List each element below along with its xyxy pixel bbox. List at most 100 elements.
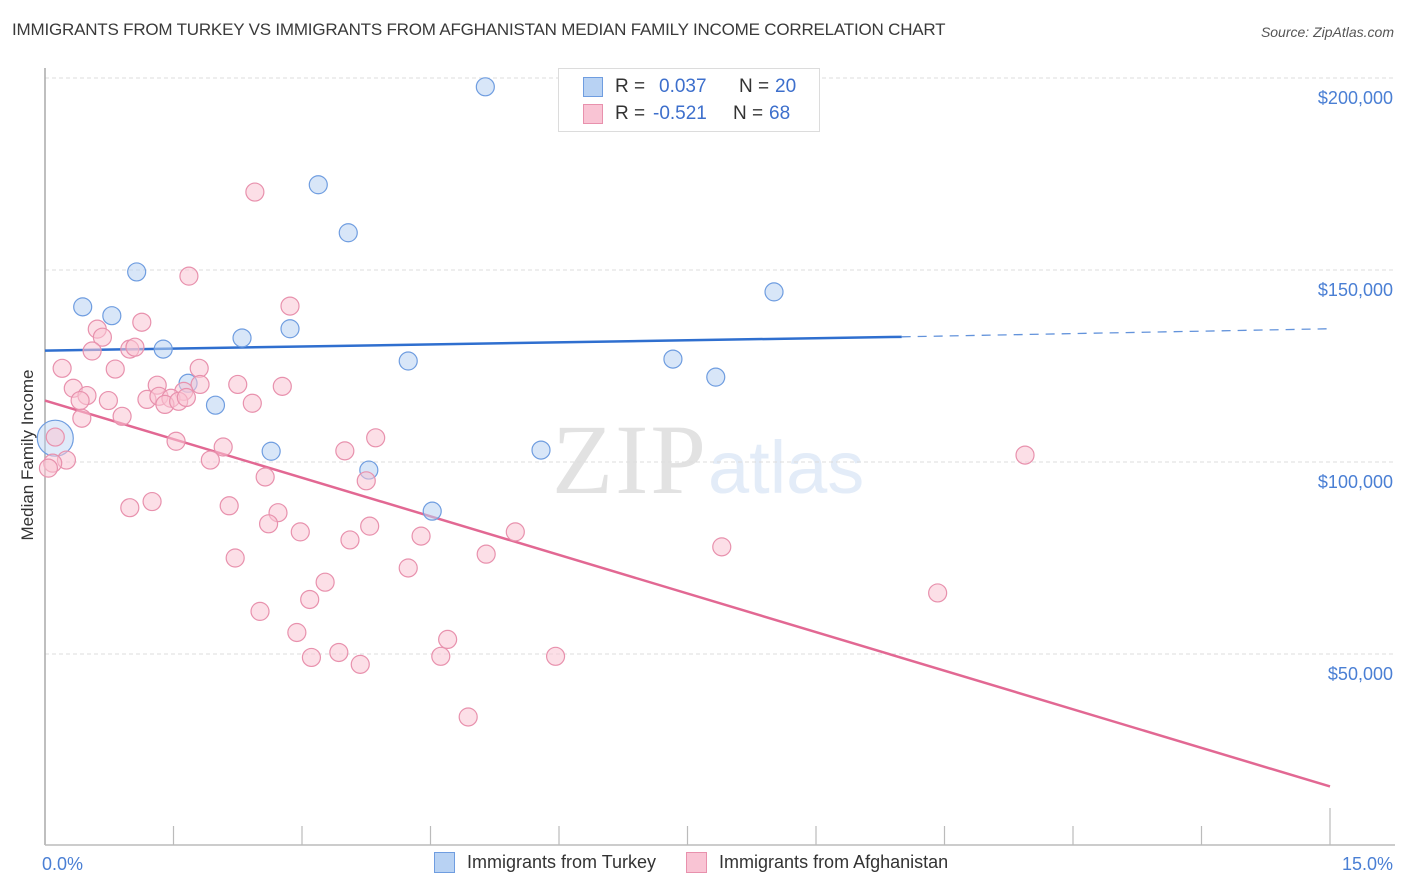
axes <box>44 68 1395 846</box>
y-tick-label: $100,000 <box>1318 472 1393 492</box>
stats-row-turkey: R = 0.037 N = 20 <box>583 75 796 99</box>
afghanistan-point <box>45 427 65 447</box>
afghanistan-point <box>52 358 72 378</box>
r-value: -0.521 <box>653 103 707 124</box>
legend-item-afghanistan[interactable]: Immigrants from Afghanistan <box>686 852 948 873</box>
data-points <box>36 77 1035 727</box>
afghanistan-point <box>928 583 948 603</box>
source-label: Source: ZipAtlas.com <box>1260 24 1394 40</box>
turkey-point <box>422 501 442 521</box>
n-value: 68 <box>769 103 791 124</box>
watermark: ZIPatlas <box>552 402 864 517</box>
afghanistan-point <box>329 642 349 663</box>
afghanistan-point <box>219 496 239 516</box>
n-label: N = <box>733 103 764 124</box>
turkey-point <box>102 306 122 326</box>
afghanistan-point <box>287 622 307 643</box>
afghanistan-legend-swatch <box>686 852 708 873</box>
turkey-point <box>663 349 683 369</box>
afghanistan-point <box>245 182 265 202</box>
afghanistan-point <box>398 558 418 578</box>
turkey-point <box>73 297 93 317</box>
r-value: 0.037 <box>659 76 707 97</box>
r-label: R = <box>615 103 646 124</box>
afghanistan-point <box>505 522 525 542</box>
afghanistan-point <box>1015 445 1035 465</box>
turkey-point <box>531 440 551 460</box>
chart-title: IMMIGRANTS FROM TURKEY VS IMMIGRANTS FRO… <box>12 20 946 39</box>
watermark-zip: ZIP <box>552 404 708 515</box>
afghanistan-point <box>225 548 245 568</box>
afghanistan-point <box>125 337 145 357</box>
legend-item-turkey[interactable]: Immigrants from Turkey <box>434 852 656 873</box>
afghanistan-point <box>70 390 90 411</box>
turkey-point <box>398 351 418 371</box>
afghanistan-point <box>92 327 112 347</box>
trend-lines <box>44 328 1331 788</box>
n-label: N = <box>739 76 770 97</box>
turkey-trend-extension <box>901 328 1331 338</box>
afghanistan-point <box>200 450 220 470</box>
watermark-atlas: atlas <box>708 426 865 509</box>
afghanistan-point <box>228 374 248 395</box>
afghanistan-point <box>255 467 275 487</box>
afghanistan-point <box>189 358 209 378</box>
afghanistan-point <box>431 646 451 666</box>
turkey-point <box>261 441 281 461</box>
turkey-point <box>706 367 726 387</box>
afghanistan-point <box>250 601 270 621</box>
afghanistan-point <box>132 312 152 332</box>
turkey-point <box>764 282 784 302</box>
legend-label-afghanistan: Immigrants from Afghanistan <box>719 852 949 872</box>
afghanistan-point <box>290 522 310 542</box>
y-tick-label: $50,000 <box>1328 664 1393 684</box>
afghanistan-point <box>280 296 300 316</box>
y-tick-label: $200,000 <box>1318 88 1393 108</box>
series-legend: Immigrants from Turkey Immigrants from A… <box>434 852 978 873</box>
afghanistan-swatch <box>583 104 603 124</box>
r-label: R = <box>615 76 646 97</box>
afghanistan-point <box>340 530 360 550</box>
afghanistan-trend-line <box>44 399 1331 788</box>
turkey-point <box>338 223 358 243</box>
afghanistan-point <box>356 471 376 491</box>
afghanistan-point <box>458 707 478 727</box>
turkey-point <box>280 319 300 339</box>
afghanistan-point <box>360 516 380 536</box>
turkey-point <box>232 328 252 348</box>
x-tick-label: 15.0% <box>1342 854 1393 874</box>
afghanistan-point <box>258 514 279 534</box>
afghanistan-point <box>176 387 196 408</box>
stats-legend: R = 0.037 N = 20 R = -0.521 N = 68 <box>558 68 820 132</box>
turkey-point <box>308 175 328 195</box>
turkey-legend-swatch <box>434 852 455 873</box>
afghanistan-point <box>315 572 335 592</box>
afghanistan-point <box>476 544 496 564</box>
y-axis-label: Median Family Income <box>18 369 37 540</box>
afghanistan-point <box>213 437 233 457</box>
afghanistan-point <box>166 431 186 451</box>
afghanistan-point <box>38 458 59 478</box>
afghanistan-point <box>142 491 162 512</box>
turkey-point <box>153 339 173 359</box>
afghanistan-point <box>350 654 370 674</box>
afghanistan-point <box>712 537 732 557</box>
legend-label-turkey: Immigrants from Turkey <box>467 852 657 872</box>
afghanistan-point <box>105 359 125 379</box>
afghanistan-point <box>335 441 355 461</box>
afghanistan-point <box>411 526 431 546</box>
afghanistan-point <box>179 266 199 286</box>
turkey-trend-line <box>44 335 902 352</box>
afghanistan-point <box>242 393 262 413</box>
afghanistan-point <box>438 629 458 650</box>
axis-labels: Median Family Income $50,000 $100,000 $150… <box>18 88 1393 874</box>
afghanistan-point <box>98 390 118 411</box>
afghanistan-point <box>190 374 210 395</box>
turkey-swatch <box>583 77 603 97</box>
stats-row-afghanistan: R = -0.521 N = 68 <box>583 102 790 126</box>
afghanistan-point <box>301 647 322 668</box>
afghanistan-point <box>120 498 140 518</box>
y-tick-label: $150,000 <box>1318 280 1393 300</box>
turkey-point <box>127 262 147 282</box>
